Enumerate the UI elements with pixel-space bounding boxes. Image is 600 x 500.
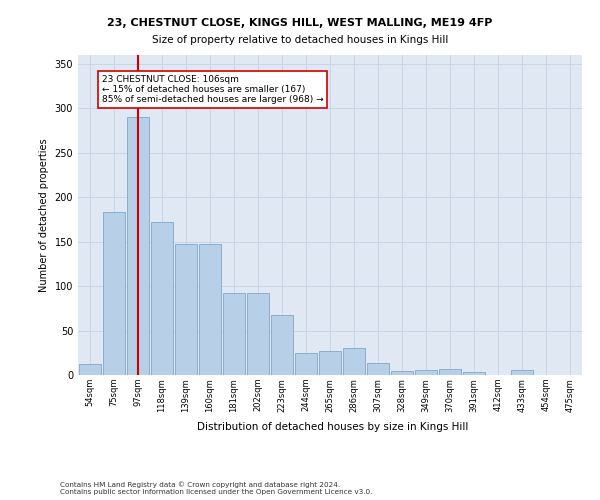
Text: Distribution of detached houses by size in Kings Hill: Distribution of detached houses by size … bbox=[197, 422, 469, 432]
Bar bbox=[511, 370, 533, 375]
Bar bbox=[391, 370, 413, 375]
Bar bbox=[439, 369, 461, 375]
Bar bbox=[271, 314, 293, 375]
Bar bbox=[151, 222, 173, 375]
Bar bbox=[175, 244, 197, 375]
Bar bbox=[103, 212, 125, 375]
Text: 23 CHESTNUT CLOSE: 106sqm
← 15% of detached houses are smaller (167)
85% of semi: 23 CHESTNUT CLOSE: 106sqm ← 15% of detac… bbox=[102, 74, 323, 104]
Bar bbox=[343, 348, 365, 375]
Text: Contains HM Land Registry data © Crown copyright and database right 2024.: Contains HM Land Registry data © Crown c… bbox=[60, 481, 340, 488]
Bar bbox=[319, 351, 341, 375]
Y-axis label: Number of detached properties: Number of detached properties bbox=[39, 138, 49, 292]
Bar bbox=[247, 293, 269, 375]
Bar bbox=[463, 372, 485, 375]
Bar bbox=[223, 293, 245, 375]
Bar bbox=[127, 117, 149, 375]
Bar bbox=[367, 364, 389, 375]
Text: Size of property relative to detached houses in Kings Hill: Size of property relative to detached ho… bbox=[152, 35, 448, 45]
Bar bbox=[295, 353, 317, 375]
Text: Contains public sector information licensed under the Open Government Licence v3: Contains public sector information licen… bbox=[60, 489, 373, 495]
Bar bbox=[415, 370, 437, 375]
Text: 23, CHESTNUT CLOSE, KINGS HILL, WEST MALLING, ME19 4FP: 23, CHESTNUT CLOSE, KINGS HILL, WEST MAL… bbox=[107, 18, 493, 28]
Bar bbox=[79, 364, 101, 375]
Bar bbox=[199, 244, 221, 375]
